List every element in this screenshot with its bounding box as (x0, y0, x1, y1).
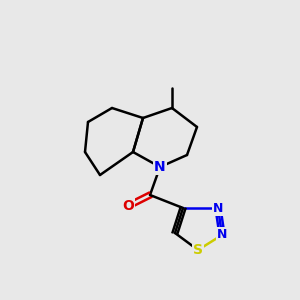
Text: S: S (193, 243, 203, 257)
Text: N: N (154, 160, 166, 174)
Text: O: O (122, 199, 134, 213)
Text: N: N (217, 229, 227, 242)
Text: N: N (213, 202, 223, 214)
